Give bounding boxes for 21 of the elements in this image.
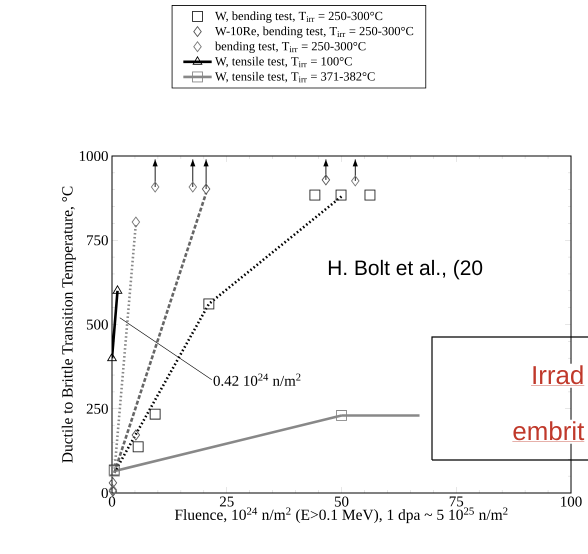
y-tick-label: 1000 [80, 150, 108, 162]
x-tick-label: 75 [450, 496, 464, 506]
annotation: embrit [513, 421, 584, 440]
legend-label: W, tensile test, T$_{irr}$ = 371-382°C [214, 72, 375, 82]
legend-label: W, tensile test, T$_{irr}$ = 100°C [214, 56, 352, 68]
x-tick-label: 100 [561, 496, 582, 507]
annotation: H. Bolt et al., (20 [328, 260, 482, 280]
x-tick-label: 0 [108, 496, 116, 507]
y-tick-label: 250 [86, 404, 108, 414]
annotation: 0.42 10$^{24}$ n/m$^{2}$ [214, 374, 300, 386]
legend-label: W-10Re, bending test, T$_{irr}$ = 250-300°C [214, 26, 414, 38]
x-tick-label: 50 [334, 496, 348, 507]
y-axis-title: Ductile to Brittle Transition Temperature, °C [62, 186, 76, 463]
legend-label: W, bending test, T$_{irr}$ = 250-300°C [214, 11, 382, 23]
x-axis-title: Fluence, 10$^{24}$ n/m$^{2}$ (E>0.1 MeV), 1 dpa ~ 5 10$^{25}$ n/m$^{2}$ [174, 507, 508, 524]
x-tick-label: 25 [220, 496, 234, 507]
y-tick-label: 750 [87, 235, 108, 246]
y-tick-label: 500 [86, 319, 108, 330]
y-tick-label: 0 [102, 488, 108, 498]
legend-label: bending test, T$_{irr}$ = 250-300°C [214, 42, 366, 53]
annotation: Irrad [533, 365, 583, 384]
